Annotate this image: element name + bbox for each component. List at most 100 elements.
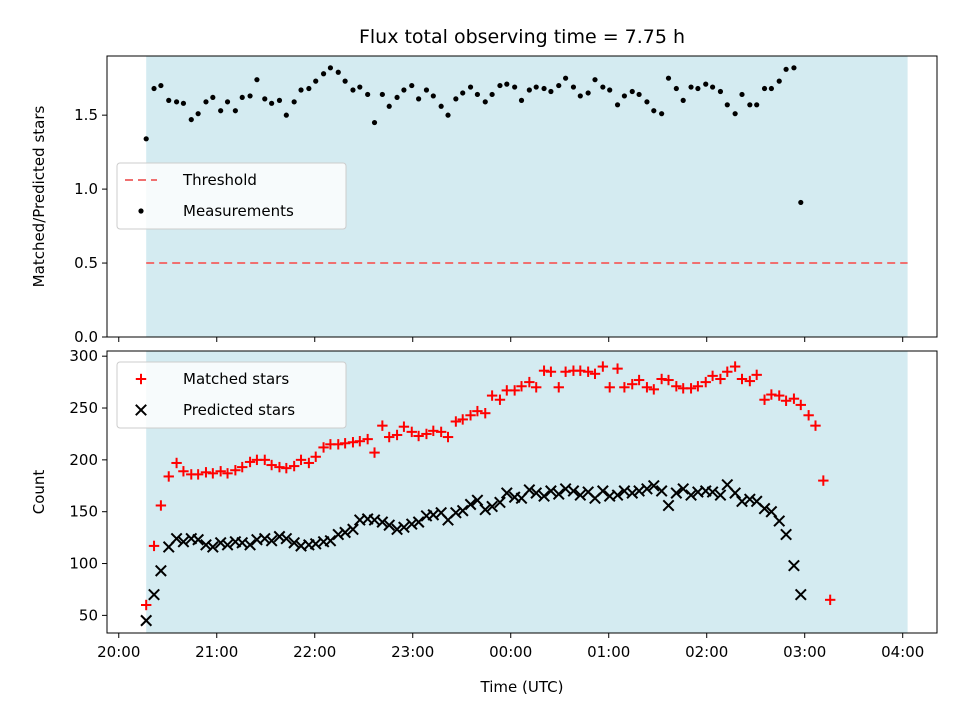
data-point [438,103,444,109]
data-point [673,85,679,92]
data-point [173,99,180,105]
data-point [180,100,187,106]
data-point [178,466,189,477]
data-point [736,373,748,385]
data-point [200,467,212,478]
data-point [362,433,373,445]
data-point [538,490,550,503]
data-point [244,456,256,468]
data-point [244,538,256,551]
data-point [258,532,271,545]
data-point [692,381,704,392]
data-point [665,75,672,81]
data-point [192,469,204,480]
data-point [533,84,539,90]
data-point [369,447,380,458]
data-point [269,100,275,106]
data-point [768,85,774,92]
data-point [445,112,451,118]
y-axis-label: Matched/Predicted stars [30,106,48,288]
data-point [479,503,492,516]
data-point [575,365,586,376]
data-point [435,426,447,438]
data-point [732,111,738,117]
data-point [714,489,727,502]
data-point [457,414,468,425]
x-tick-label: 04:00 [881,643,924,661]
data-point [729,361,741,372]
data-point [627,378,638,390]
data-point [377,420,388,431]
data-point [412,516,425,528]
data-point [203,99,209,105]
data-point [563,75,569,81]
legend: Threshold Measurements [116,162,347,230]
y-tick-label: 1.0 [74,180,98,198]
data-point [365,91,371,98]
data-point [288,460,300,472]
data-point [597,361,609,372]
data-point [621,93,628,99]
data-point [298,87,304,93]
data-point [489,91,495,98]
data-point [774,390,785,401]
x-tick-label: 20:00 [97,643,140,661]
data-point [230,465,241,476]
data-point [541,85,547,92]
data-point [428,425,439,437]
data-point [237,461,248,473]
data-point [494,496,506,509]
data-point [291,99,297,105]
data-point [177,535,190,548]
data-point [170,532,183,545]
data-point [327,65,334,71]
data-point [780,395,792,406]
data-point [206,541,219,553]
data-point [706,486,719,498]
legend-label: Threshold [182,171,257,189]
data-point [592,77,598,83]
data-point [524,376,535,388]
data-point [283,112,289,118]
data-point [357,84,363,90]
data-point [347,523,359,536]
data-point [332,528,345,541]
data-point [171,457,182,469]
data-point [376,516,389,528]
data-point [810,420,821,431]
data-point [391,523,403,536]
data-point [553,382,564,393]
data-point [780,528,792,541]
data-point [274,461,285,473]
data-point [560,366,571,377]
data-point [333,439,344,450]
data-point [670,487,683,499]
data-point [614,102,621,108]
data-point [423,87,430,93]
x-tick-label: 21:00 [195,643,238,661]
data-point [798,199,804,206]
data-point [215,466,226,477]
y-tick-label: 0.5 [74,254,98,272]
data-point [765,505,778,518]
data-point [717,88,724,95]
data-point [143,136,149,142]
data-point [715,373,726,385]
data-point [538,365,550,376]
legend-swatch [138,208,144,214]
data-point [140,614,153,627]
legend-swatch [135,404,147,416]
data-point [671,381,682,392]
data-point [350,87,356,93]
data-point [824,594,836,606]
data-point [421,428,432,440]
data-point [214,536,227,549]
data-point [486,390,498,401]
data-point [480,408,491,419]
data-point [324,534,337,547]
data-point [530,487,543,499]
y-axis-label: Count [30,470,48,515]
data-point [636,91,642,98]
data-point [247,93,253,99]
data-point [604,382,615,393]
